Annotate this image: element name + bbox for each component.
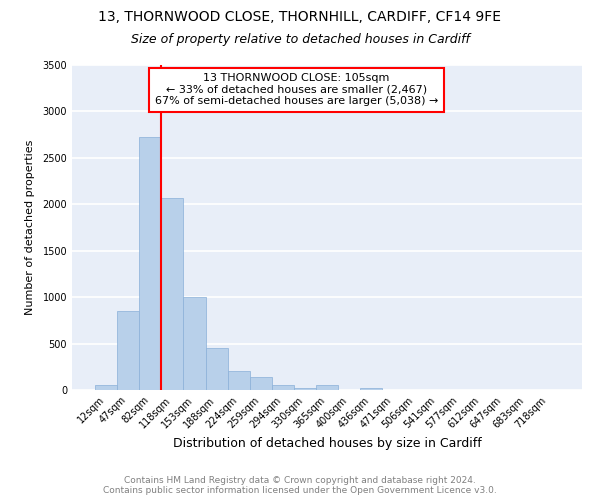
Bar	[206, 348, 227, 390]
Bar	[139, 136, 161, 390]
Text: Contains HM Land Registry data © Crown copyright and database right 2024.
Contai: Contains HM Land Registry data © Crown c…	[103, 476, 497, 495]
Bar	[360, 388, 382, 390]
Text: 13 THORNWOOD CLOSE: 105sqm
← 33% of detached houses are smaller (2,467)
67% of s: 13 THORNWOOD CLOSE: 105sqm ← 33% of deta…	[155, 73, 438, 106]
Bar	[227, 371, 250, 390]
Bar	[294, 388, 316, 390]
Bar	[184, 296, 206, 390]
X-axis label: Distribution of detached houses by size in Cardiff: Distribution of detached houses by size …	[173, 437, 481, 450]
Bar	[95, 385, 117, 390]
Bar	[161, 198, 184, 390]
Text: 13, THORNWOOD CLOSE, THORNHILL, CARDIFF, CF14 9FE: 13, THORNWOOD CLOSE, THORNHILL, CARDIFF,…	[98, 10, 502, 24]
Y-axis label: Number of detached properties: Number of detached properties	[25, 140, 35, 315]
Bar	[250, 377, 272, 390]
Text: Size of property relative to detached houses in Cardiff: Size of property relative to detached ho…	[131, 32, 469, 46]
Bar	[272, 385, 294, 390]
Bar	[316, 385, 338, 390]
Bar	[117, 311, 139, 390]
